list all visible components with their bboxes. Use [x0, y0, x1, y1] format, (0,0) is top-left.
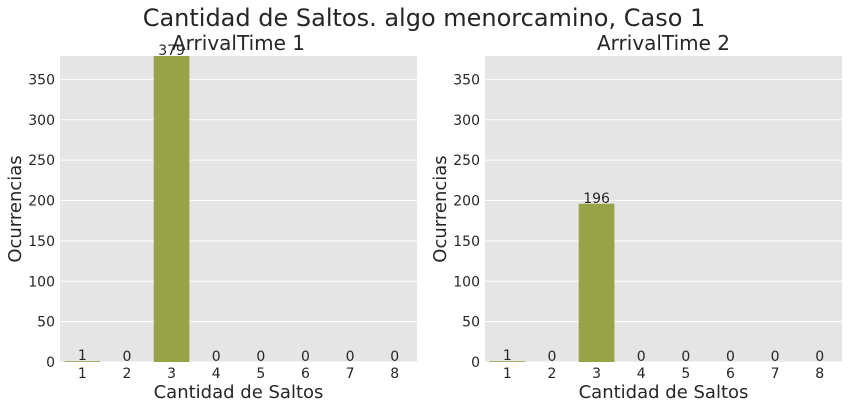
y-tick-label: 150: [453, 234, 480, 250]
bar: [153, 56, 190, 362]
data-label: 0: [637, 349, 646, 365]
x-axis-label: Cantidad de Saltos: [154, 382, 324, 403]
y-tick-label: 0: [46, 355, 55, 371]
x-tick-label: 4: [637, 366, 646, 382]
data-label: 1: [78, 348, 87, 364]
data-label: 0: [256, 349, 265, 365]
x-tick-label: 6: [726, 366, 735, 382]
bar: [64, 361, 101, 362]
figure-title: Cantidad de Saltos. algo menorcamino, Ca…: [143, 4, 706, 32]
data-label: 0: [212, 349, 221, 365]
data-label: 0: [547, 349, 556, 365]
x-tick-label: 3: [167, 366, 176, 382]
data-label: 0: [726, 349, 735, 365]
y-tick-label: 350: [28, 72, 55, 88]
y-tick-label: 200: [28, 194, 55, 210]
x-tick-label: 2: [122, 366, 131, 382]
y-tick-label: 250: [28, 153, 55, 169]
plot-area: [485, 56, 842, 362]
data-label: 0: [681, 349, 690, 365]
y-tick-label: 100: [28, 274, 55, 290]
chart-panel-2: 050100150200250300350110219630405060708A…: [430, 31, 842, 403]
data-label: 0: [346, 349, 355, 365]
y-axis-label: Ocurrencias: [5, 155, 26, 262]
data-label: 0: [301, 349, 310, 365]
data-label: 0: [771, 349, 780, 365]
panel-title: ArrivalTime 1: [172, 31, 305, 55]
panel-title: ArrivalTime 2: [597, 31, 730, 55]
y-tick-label: 0: [471, 355, 480, 371]
y-tick-label: 300: [453, 113, 480, 129]
y-axis-label: Ocurrencias: [430, 155, 451, 262]
x-tick-label: 8: [815, 366, 824, 382]
y-tick-label: 250: [453, 153, 480, 169]
x-tick-label: 2: [547, 366, 556, 382]
y-tick-label: 50: [37, 315, 55, 331]
bar: [578, 203, 615, 362]
x-tick-label: 6: [301, 366, 310, 382]
x-tick-label: 8: [390, 366, 399, 382]
x-tick-label: 1: [503, 366, 512, 382]
y-tick-label: 50: [462, 315, 480, 331]
data-label: 1: [503, 348, 512, 364]
y-tick-label: 300: [28, 113, 55, 129]
chart-panel-1: 050100150200250300350110237930405060708A…: [5, 31, 417, 403]
y-tick-label: 200: [453, 194, 480, 210]
y-tick-label: 150: [28, 234, 55, 250]
x-tick-label: 3: [592, 366, 601, 382]
data-label: 0: [390, 349, 399, 365]
data-label: 379: [158, 43, 185, 59]
bar: [489, 361, 526, 362]
x-tick-label: 1: [78, 366, 87, 382]
y-tick-label: 350: [453, 72, 480, 88]
data-label: 196: [583, 191, 610, 207]
plot-area: [60, 56, 417, 362]
x-tick-label: 5: [681, 366, 690, 382]
data-label: 0: [122, 349, 131, 365]
x-tick-label: 5: [256, 366, 265, 382]
x-tick-label: 4: [212, 366, 221, 382]
x-tick-label: 7: [346, 366, 355, 382]
x-axis-label: Cantidad de Saltos: [579, 382, 749, 403]
y-tick-label: 100: [453, 274, 480, 290]
data-label: 0: [815, 349, 824, 365]
x-tick-label: 7: [771, 366, 780, 382]
